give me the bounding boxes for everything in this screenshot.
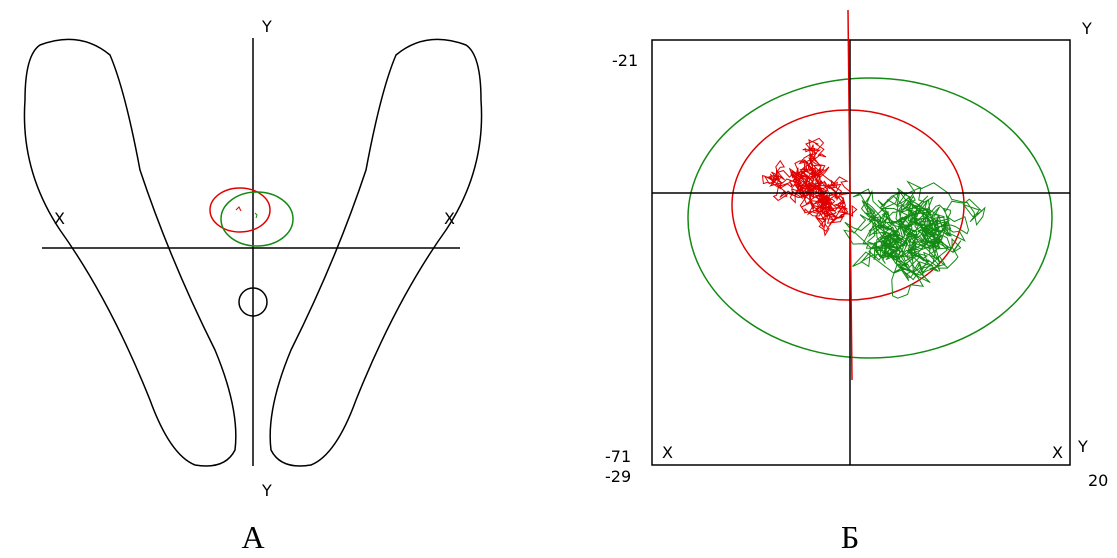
green-trace (255, 213, 257, 218)
label: -29 (605, 467, 631, 486)
left-foot (24, 39, 235, 466)
panel-b: Y -21 -71 -29 X X Y 20 Б (605, 10, 1108, 555)
green-ellipse (221, 192, 293, 246)
label: Y (1081, 19, 1092, 38)
red-trace (763, 138, 857, 235)
label: Y (261, 481, 272, 500)
panel-a: Y X X Y А (24, 17, 481, 555)
caption: А (241, 519, 264, 555)
red-trace (236, 207, 241, 211)
frame (652, 40, 1070, 465)
label: Y (261, 17, 272, 36)
label: X (444, 209, 455, 228)
label: X (54, 209, 65, 228)
label: -21 (612, 51, 638, 70)
caption: Б (841, 519, 859, 555)
figure: Y X X Y А Y -21 -71 -29 X X Y 20 Б (0, 0, 1117, 558)
label: Y (1077, 437, 1088, 456)
label: 20 (1088, 471, 1108, 490)
right-foot (270, 39, 481, 466)
label: X (662, 443, 673, 462)
label: X (1052, 443, 1063, 462)
label: -71 (605, 447, 631, 466)
